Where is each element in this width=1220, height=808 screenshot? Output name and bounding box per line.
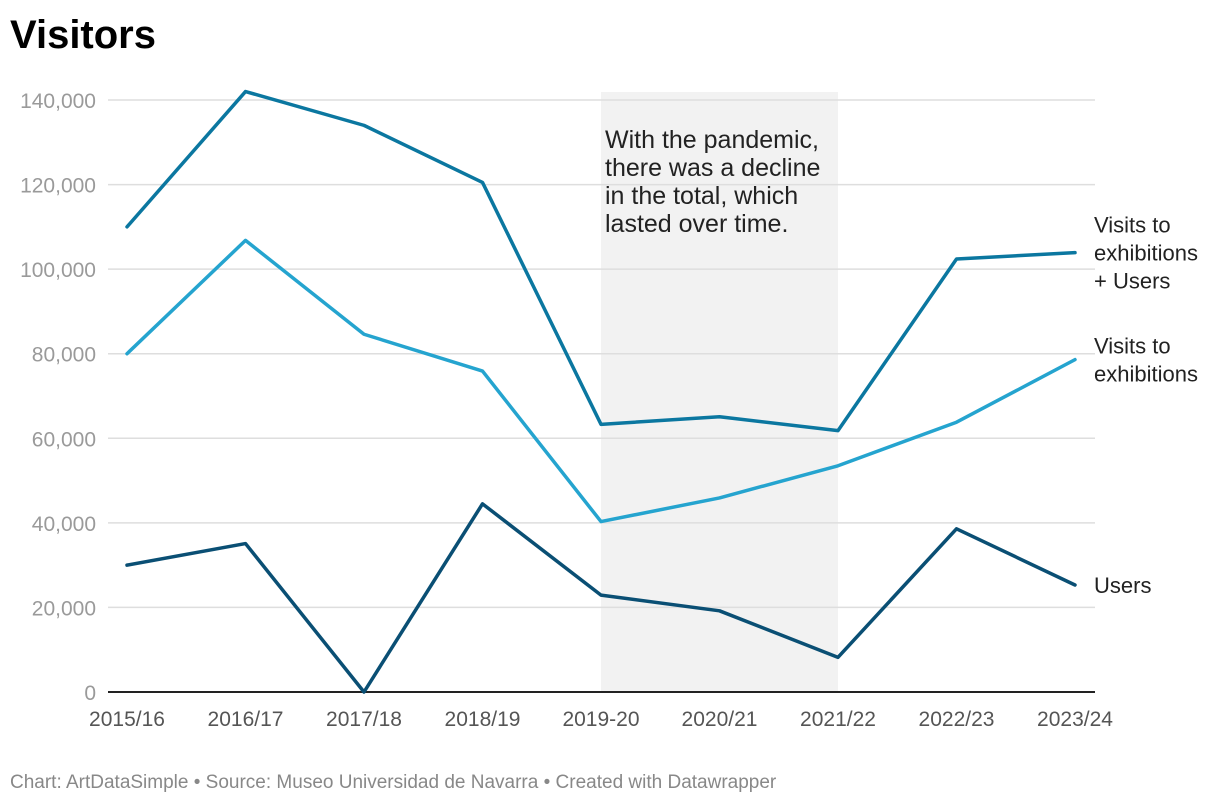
x-tick-label: 2021/22 — [800, 708, 876, 731]
pandemic-band-layer — [601, 92, 838, 692]
y-tick-label: 80,000 — [32, 344, 96, 367]
series-label-line: exhibitions — [1094, 241, 1198, 266]
line-chart: 0 20,000 40,000 60,000 80,000 100,000 120,000 1… — [20, 89, 1198, 731]
series-line — [125, 238, 1077, 524]
y-tick-label: 60,000 — [32, 428, 96, 451]
series-end-label: Visits to exhibitions — [1094, 334, 1198, 387]
x-tick-label: 2022/23 — [919, 708, 995, 731]
x-tick-label: 2016/17 — [208, 708, 284, 731]
y-tick-label: 20,000 — [32, 597, 96, 620]
series-end-label: Users — [1094, 573, 1151, 598]
y-tick-label: 0 — [84, 682, 96, 705]
series-line — [125, 89, 1077, 433]
annotation: With the pandemic,there was a declinein … — [605, 126, 820, 238]
chart-title: Visitors — [10, 13, 156, 57]
x-tick-label: 2015/16 — [89, 708, 165, 731]
y-tick-label: 120,000 — [20, 175, 96, 198]
axes: 0 20,000 40,000 60,000 80,000 100,000 120,000 1… — [20, 90, 1113, 731]
series-end-label: Visits to exhibitions + Users — [1094, 213, 1198, 294]
x-tick-label: 2019-20 — [562, 708, 639, 731]
x-tick-label: 2018/19 — [445, 708, 521, 731]
annotation-line: lasted over time. — [605, 210, 788, 238]
pandemic-highlight-band — [601, 92, 838, 692]
series-label-line: exhibitions — [1094, 362, 1198, 387]
series-lines — [125, 89, 1077, 694]
y-tick-label: 140,000 — [20, 90, 96, 113]
annotation-line: in the total, which — [605, 182, 798, 210]
annotation-line: there was a decline — [605, 154, 820, 182]
series-line — [125, 502, 1077, 694]
annotation-line: With the pandemic, — [605, 126, 819, 154]
series-label-line: Visits to — [1094, 334, 1171, 359]
gridlines — [108, 99, 1095, 609]
x-tick-label: 2017/18 — [326, 708, 402, 731]
x-tick-label: 2023/24 — [1037, 708, 1113, 731]
series-label-line: Users — [1094, 573, 1151, 598]
series-label-line: Visits to — [1094, 213, 1171, 238]
chart-footer: Chart: ArtDataSimple • Source: Museo Uni… — [10, 772, 777, 793]
y-tick-label: 40,000 — [32, 513, 96, 536]
y-tick-label: 100,000 — [20, 259, 96, 282]
series-label-line: + Users — [1094, 269, 1170, 294]
x-tick-label: 2020/21 — [682, 708, 758, 731]
series-labels: Visits to exhibitions + Users Visits to exhi… — [1094, 213, 1198, 598]
